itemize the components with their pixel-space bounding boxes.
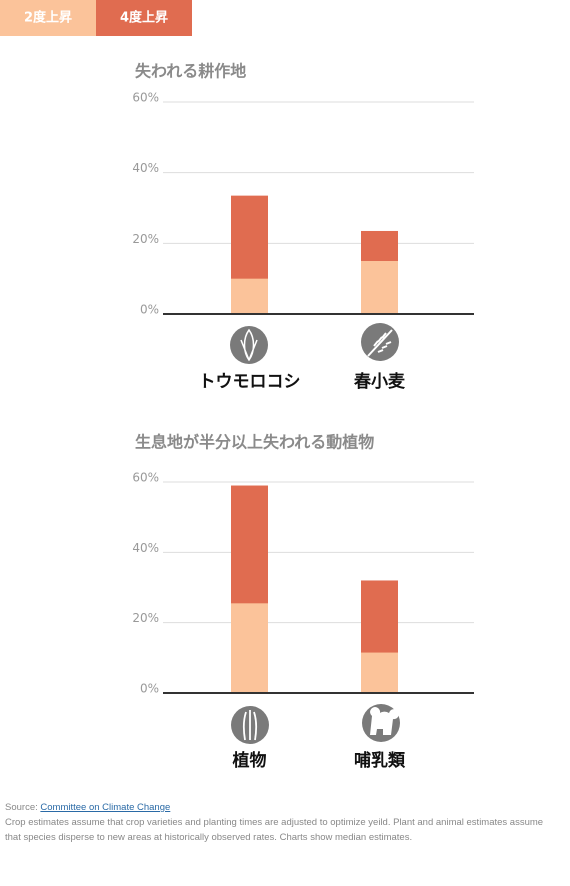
y-tick-label: 0% (140, 682, 159, 696)
y-tick-label: 40% (132, 161, 159, 175)
x-tick-label: トウモロコシ (199, 372, 301, 392)
y-tick-label: 0% (140, 303, 159, 317)
y-tick-label: 60% (132, 91, 159, 105)
source-note: Source: Committee on Climate Change Crop… (5, 800, 561, 845)
x-tick-label: 春小麦 (354, 371, 406, 392)
y-tick-label: 20% (132, 611, 159, 625)
source-label: Source: (5, 802, 38, 813)
icon-mammal (362, 704, 400, 742)
x-tick-label: 植物 (233, 750, 267, 771)
y-tick-label: 40% (132, 541, 159, 555)
tab-label[interactable]: 2度上昇 (24, 10, 72, 26)
chart-title: 生息地が半分以上失われる動植物 (135, 433, 374, 452)
bar (361, 652, 398, 693)
tab-label[interactable]: 4度上昇 (120, 10, 168, 26)
tab-4deg[interactable] (96, 0, 192, 36)
charts: 2度上昇 4度上昇 失われる耕作地 0% 20% 40% 60% トウモロコシ 春小麦生息地… (0, 0, 474, 771)
note: Crop estimates assume that crop varietie… (5, 817, 544, 843)
bar (231, 603, 268, 693)
x-tick-label: 哺乳類 (354, 750, 406, 771)
bar (361, 261, 398, 314)
icon-plant (231, 706, 269, 744)
icon-corn (230, 326, 268, 364)
tab-2deg[interactable] (0, 0, 96, 36)
source-link[interactable]: Committee on Climate Change (40, 802, 171, 813)
chart-title: 失われる耕作地 (135, 62, 246, 81)
y-tick-label: 60% (132, 471, 159, 485)
icon-wheat (361, 323, 399, 361)
bar (231, 278, 268, 314)
y-tick-label: 20% (132, 232, 159, 246)
